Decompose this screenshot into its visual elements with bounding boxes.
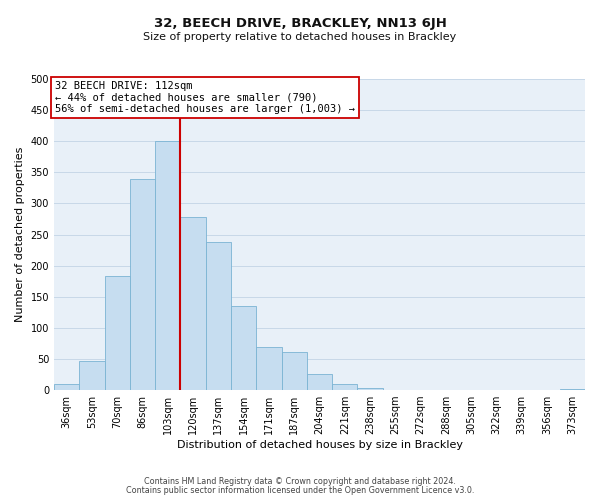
Bar	[358, 388, 383, 390]
Bar	[307, 374, 332, 390]
Text: 32 BEECH DRIVE: 112sqm
← 44% of detached houses are smaller (790)
56% of semi-de: 32 BEECH DRIVE: 112sqm ← 44% of detached…	[55, 81, 355, 114]
Bar	[231, 306, 256, 390]
Bar	[54, 384, 79, 390]
Bar	[256, 346, 281, 390]
Text: 32, BEECH DRIVE, BRACKLEY, NN13 6JH: 32, BEECH DRIVE, BRACKLEY, NN13 6JH	[154, 18, 446, 30]
Bar	[560, 389, 585, 390]
Text: Size of property relative to detached houses in Brackley: Size of property relative to detached ho…	[143, 32, 457, 42]
Bar	[130, 178, 155, 390]
Bar	[332, 384, 358, 390]
Text: Contains HM Land Registry data © Crown copyright and database right 2024.: Contains HM Land Registry data © Crown c…	[144, 477, 456, 486]
Bar	[281, 352, 307, 390]
Bar	[155, 141, 181, 390]
Y-axis label: Number of detached properties: Number of detached properties	[15, 147, 25, 322]
Bar	[206, 242, 231, 390]
Bar	[181, 217, 206, 390]
Text: Contains public sector information licensed under the Open Government Licence v3: Contains public sector information licen…	[126, 486, 474, 495]
X-axis label: Distribution of detached houses by size in Brackley: Distribution of detached houses by size …	[176, 440, 463, 450]
Bar	[79, 361, 104, 390]
Bar	[104, 276, 130, 390]
